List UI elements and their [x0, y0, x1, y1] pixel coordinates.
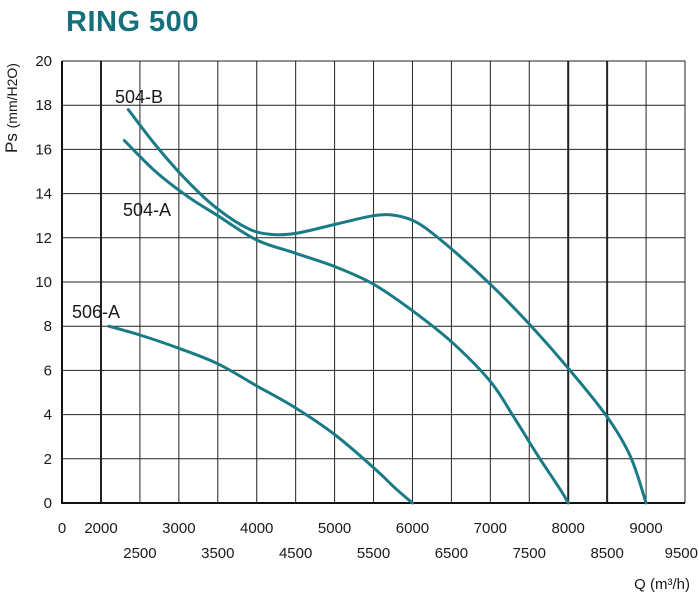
series-label-504-a: 504-A	[123, 200, 171, 220]
series-line-504-b	[126, 108, 648, 505]
x-tick-label: 7500	[513, 545, 546, 562]
y-tick-label: 8	[44, 318, 52, 335]
axes	[61, 61, 685, 504]
y-axis-title: Ps (mm/H2O)	[2, 63, 21, 153]
series-labels: 504-B 504-A 506-A	[72, 87, 171, 322]
x-tick-label: 2500	[123, 545, 156, 562]
x-tick-label: 5000	[318, 520, 351, 537]
x-tick-label: 5500	[357, 545, 390, 562]
x-tick-label: 7000	[474, 520, 507, 537]
y-tick-label: 4	[44, 407, 52, 424]
chart-title: RING 500	[66, 6, 199, 38]
x-tick-label: 8500	[590, 545, 623, 562]
y-tick-label: 10	[35, 274, 52, 291]
x-tick-label: 9500	[665, 545, 698, 562]
y-tick-label: 20	[35, 53, 52, 70]
series-lines	[107, 108, 648, 505]
x-tick-label: 0	[58, 520, 66, 537]
tick-labels: 0 2 4 6 8 10 12 14 16 18 20 0 2000 3000 4000 5000 6000 70…	[35, 53, 698, 562]
y-tick-label: 12	[35, 230, 52, 247]
y-tick-label: 6	[44, 362, 52, 379]
x-tick-label: 3000	[162, 520, 195, 537]
x-tick-label: 6000	[396, 520, 429, 537]
x-tick-label: 3500	[201, 545, 234, 562]
series-line-504-a	[122, 139, 570, 505]
series-label-506-a: 506-A	[72, 302, 120, 322]
x-tick-label: 6500	[435, 545, 468, 562]
y-tick-label: 18	[35, 97, 52, 114]
x-axis-title: Q (m³/h)	[634, 576, 690, 593]
x-tick-label: 8000	[552, 520, 585, 537]
x-tick-label: 4500	[279, 545, 312, 562]
y-tick-label: 14	[35, 186, 52, 203]
grid	[62, 60, 686, 504]
y-tick-label: 0	[44, 495, 52, 512]
series-line-506-a	[107, 324, 414, 505]
x-tick-label: 9000	[629, 520, 662, 537]
x-tick-label: 2000	[84, 520, 117, 537]
x-tick-label: 4000	[240, 520, 273, 537]
axis-titles: Ps (mm/H2O) Q (m³/h)	[2, 63, 690, 593]
y-tick-label: 2	[44, 451, 52, 468]
y-tick-label: 16	[35, 141, 52, 158]
series-label-504-b: 504-B	[115, 87, 163, 107]
